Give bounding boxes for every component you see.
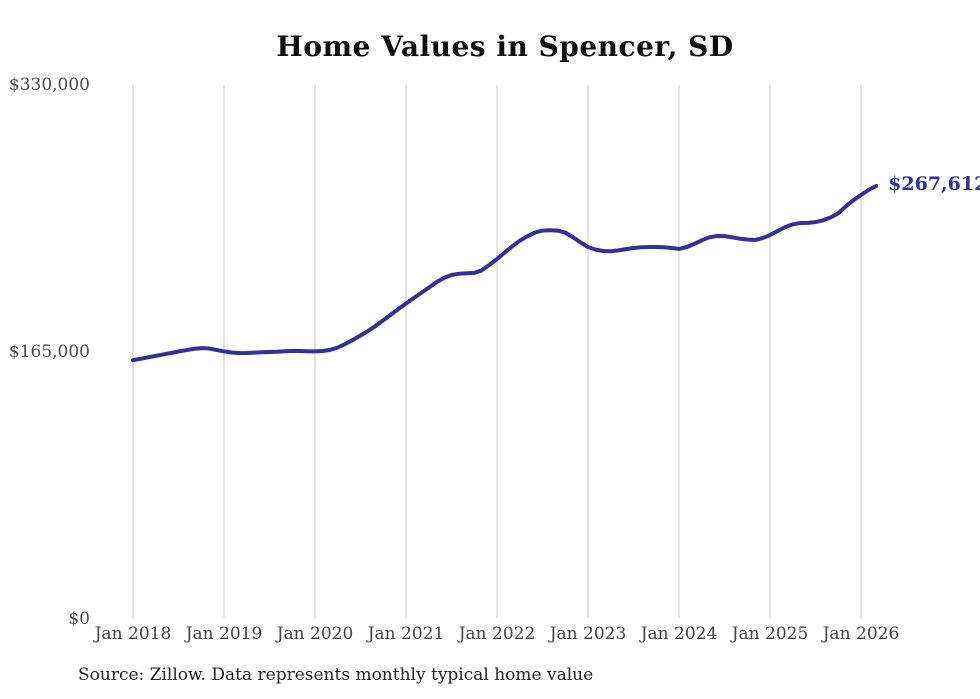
- x-tick-label: Jan 2026: [822, 624, 900, 644]
- x-tick-label: Jan 2022: [458, 624, 536, 644]
- y-tick-label: $0: [68, 609, 90, 629]
- x-tick-label: Jan 2021: [367, 624, 445, 644]
- y-tick-label: $165,000: [8, 342, 90, 362]
- home-value-line: [131, 184, 879, 363]
- chart-title: Home Values in Spencer, SD: [276, 30, 734, 63]
- x-tick-label: Jan 2018: [94, 624, 172, 644]
- x-tick-label: Jan 2025: [731, 624, 809, 644]
- x-tick-label: Jan 2019: [185, 624, 263, 644]
- x-tick-label: Jan 2020: [276, 624, 354, 644]
- y-tick-label: $330,000: [8, 75, 90, 95]
- end-value-label: $267,612: [888, 172, 980, 195]
- source-note: Source: Zillow. Data represents monthly …: [78, 665, 594, 685]
- x-tick-label: Jan 2024: [640, 624, 718, 644]
- x-tick-label: Jan 2023: [549, 624, 627, 644]
